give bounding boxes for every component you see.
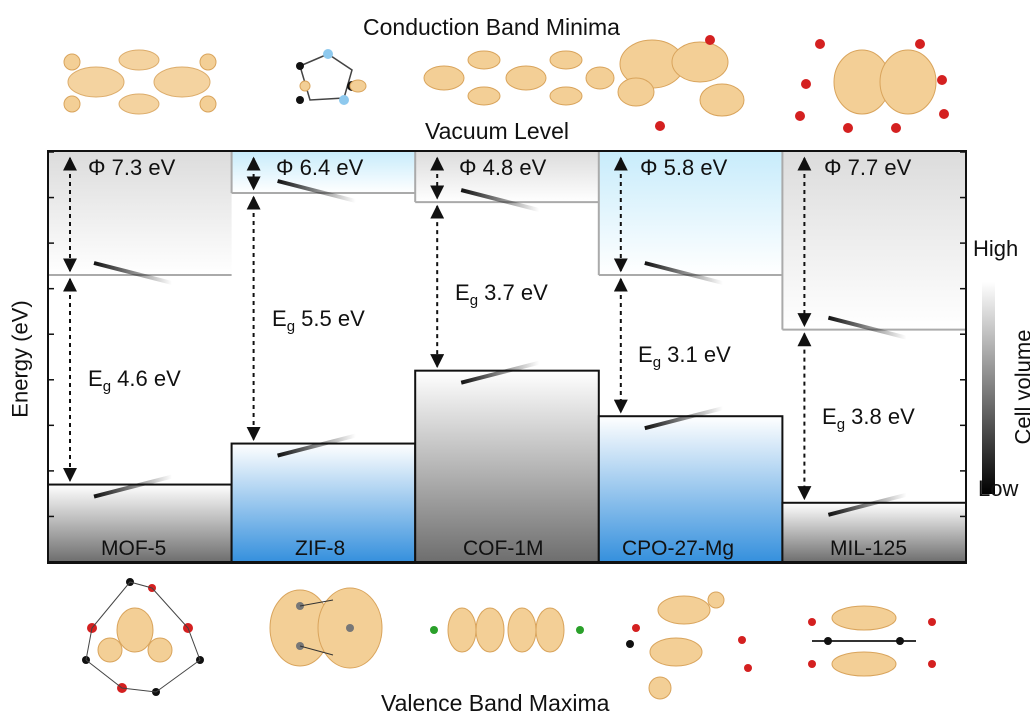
eg-subscript: g bbox=[652, 354, 662, 371]
vbm-orbital-cof1m bbox=[430, 607, 584, 653]
vb-block-0 bbox=[47, 483, 233, 563]
eg-symbol: E bbox=[638, 342, 653, 367]
cb-marker-1 bbox=[277, 179, 357, 203]
cb-region-3 bbox=[598, 152, 783, 275]
vb-block-1 bbox=[230, 442, 417, 563]
vbm-title: Valence Band Maxima bbox=[381, 690, 610, 716]
cbm-orbital-zif8 bbox=[296, 49, 367, 105]
cbm-title: Conduction Band Minima bbox=[363, 14, 620, 40]
eg-value: 3.8 eV bbox=[851, 404, 915, 429]
vbm-orbital-mil125 bbox=[808, 605, 936, 677]
vb-marker-2 bbox=[460, 360, 540, 385]
material-name-mil125: MIL-125 bbox=[830, 537, 908, 560]
eg-label-cpo27: Eg 3.1 eV bbox=[638, 342, 731, 371]
vbm-orbital-zif8 bbox=[269, 587, 383, 669]
eg-label-mil125: Eg 3.8 eV bbox=[822, 404, 915, 433]
phi-label-zif8: Φ 6.4 eV bbox=[276, 155, 364, 180]
vbm-orbital-cpo27 bbox=[626, 591, 752, 700]
vb-marker-4 bbox=[827, 492, 907, 517]
material-name-mof5: MOF-5 bbox=[101, 537, 167, 560]
vb-marker-0 bbox=[93, 474, 173, 499]
eg-label-cof1m: Eg 3.7 eV bbox=[455, 280, 548, 309]
cbm-orbital-mof5 bbox=[63, 49, 217, 115]
eg-value: 3.7 eV bbox=[484, 280, 548, 305]
cb-region-1 bbox=[231, 152, 416, 193]
eg-value: 5.5 eV bbox=[301, 306, 365, 331]
material-name-cpo27: CPO-27-Mg bbox=[622, 537, 735, 560]
cb-region-2 bbox=[415, 152, 599, 203]
eg-symbol: E bbox=[455, 280, 470, 305]
phi-label-cpo27: Φ 5.8 eV bbox=[640, 155, 728, 180]
cbm-orbital-cpo27 bbox=[617, 35, 745, 131]
vbm-orbital-mof5 bbox=[82, 578, 204, 696]
material-name-zif8: ZIF-8 bbox=[295, 537, 346, 560]
eg-symbol: E bbox=[88, 366, 103, 391]
eg-value: 3.1 eV bbox=[667, 342, 731, 367]
colorbar-low-label: Low bbox=[978, 476, 1019, 501]
vb-marker-3 bbox=[644, 406, 724, 431]
material-name-cof1m: COF-1M bbox=[463, 537, 544, 560]
eg-label-mof5: Eg 4.6 eV bbox=[88, 366, 181, 395]
colorbar-title: Cell volume bbox=[1010, 329, 1030, 445]
eg-subscript: g bbox=[102, 378, 112, 395]
cb-marker-0 bbox=[93, 261, 173, 285]
cb-marker-2 bbox=[460, 188, 540, 213]
vacuum-level-label: Vacuum Level bbox=[425, 118, 570, 144]
phi-label-mil125: Φ 7.7 eV bbox=[824, 155, 912, 180]
eg-subscript: g bbox=[469, 292, 479, 309]
eg-subscript: g bbox=[836, 416, 846, 433]
plot-frame bbox=[47, 150, 967, 564]
phi-label-cof1m: Φ 4.8 eV bbox=[459, 155, 547, 180]
band-panels bbox=[47, 152, 968, 563]
vb-block-2 bbox=[414, 369, 600, 563]
eg-subscript: g bbox=[286, 318, 296, 335]
eg-value: 4.6 eV bbox=[117, 366, 181, 391]
eg-symbol: E bbox=[272, 306, 287, 331]
axis-ticks bbox=[48, 151, 966, 563]
eg-label-zif8: Eg 5.5 eV bbox=[272, 306, 365, 335]
eg-symbol: E bbox=[822, 404, 837, 429]
vb-block-3 bbox=[597, 415, 784, 563]
cb-region-4 bbox=[782, 152, 966, 330]
cell-volume-colorbar bbox=[982, 282, 995, 494]
cbm-orbital-cof1m bbox=[423, 50, 615, 106]
cb-marker-4 bbox=[827, 315, 907, 340]
cb-region-0 bbox=[48, 152, 232, 275]
cbm-orbital-mil125 bbox=[795, 39, 949, 133]
phi-label-mof5: Φ 7.3 eV bbox=[88, 155, 176, 180]
colorbar-high-label: High bbox=[973, 236, 1019, 261]
y-axis-label: Energy (eV) bbox=[7, 300, 33, 418]
cb-marker-3 bbox=[644, 261, 724, 285]
vb-marker-1 bbox=[277, 433, 357, 458]
